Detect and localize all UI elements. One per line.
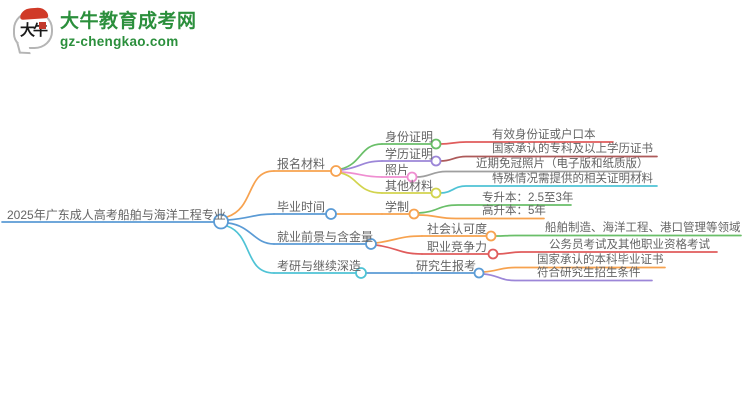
- curve-photo: [340, 171, 383, 178]
- curve-edu-proof: [340, 160, 383, 171]
- root-node-label: 2025年广东成人高考船舶与海洋工程专业: [7, 208, 226, 222]
- leaf-gaoshengben-duration: 高升本：5年: [482, 205, 546, 217]
- site-logo: 大牛 大牛教育成考网 gz-chengkao.com: [13, 7, 197, 55]
- leaf-recognized-diploma: 国家承认的专科及以上学历证书: [492, 143, 653, 155]
- leafline-admission-req: [482, 273, 653, 282]
- leafline-special-materials: [439, 185, 658, 194]
- node-edu-proof: 学历证明: [385, 147, 434, 161]
- leafline-civil-exam: [496, 251, 718, 255]
- leafline-industries: [494, 234, 742, 237]
- node-other-materials: 其他材料: [385, 179, 434, 193]
- leaf-bachelor-cert: 国家承认的本科毕业证书: [537, 254, 664, 266]
- node-circle-competitiveness: [487, 248, 499, 260]
- leaf-special-materials: 特殊情况需提供的相关证明材料: [492, 173, 653, 185]
- leafline-recent-photo: [415, 170, 642, 178]
- node-grad-apply: 研究生报考: [416, 259, 477, 273]
- brand-name: 大牛教育成考网: [60, 11, 197, 32]
- node-circle-edu-proof: [430, 155, 442, 167]
- curve-id-proof: [340, 143, 383, 170]
- node-photo: 照片: [385, 163, 410, 177]
- node-circle-grad-apply: [473, 267, 485, 279]
- node-circle-career: [365, 238, 377, 250]
- brand-domain: gz-chengkao.com: [60, 34, 179, 49]
- node-circle-social-recognition: [485, 230, 497, 242]
- node-id-proof: 身份证明: [385, 130, 434, 144]
- curve-competitiveness: [375, 244, 423, 255]
- branch-curve-graduation: [227, 213, 275, 221]
- logo-text-block: 大牛教育成考网 gz-chengkao.com: [60, 11, 197, 49]
- leafline-valid-id: [439, 141, 614, 145]
- leafline-zhuanshengben: [417, 204, 572, 214]
- node-circle-graduation: [325, 208, 337, 220]
- leaf-admission-req: 符合研究生招生条件: [537, 267, 641, 279]
- leafline-recognized-diploma: [439, 155, 658, 162]
- root-node-circle: [213, 213, 229, 230]
- leaf-civil-exam: 公务员考试及其他职业资格考试: [549, 239, 710, 251]
- node-circle-postgrad: [355, 267, 367, 279]
- node-social-recognition: 社会认可度: [427, 222, 488, 236]
- node-graduation-time: 毕业时间: [277, 200, 326, 214]
- node-competitiveness: 职业竞争力: [427, 240, 488, 254]
- leaf-recent-photo: 近期免冠照片（电子版和纸质版）: [476, 158, 649, 170]
- node-registration-materials: 报名材料: [277, 157, 326, 171]
- leaf-zhuanshengben-duration: 专升本：2.5至3年: [482, 192, 574, 204]
- node-schooling: 学制: [385, 200, 410, 214]
- leafline-bachelor-cert: [482, 266, 666, 273]
- node-career-prospects: 就业前景与含金量: [277, 230, 374, 244]
- branch-curve-career: [227, 222, 275, 245]
- node-postgrad-study: 考研与继续深造: [277, 259, 362, 273]
- curve-social-recognition: [375, 235, 423, 244]
- speech-bubble-icon: 大牛: [13, 7, 53, 55]
- leaf-industries: 船舶制造、海洋工程、港口管理等领域: [545, 222, 741, 234]
- node-circle-photo: [406, 171, 418, 183]
- branch-curve-registration: [226, 170, 275, 218]
- node-circle-schooling: [408, 208, 420, 220]
- curve-other-materials: [340, 172, 383, 194]
- leafline-gaoshengben: [417, 214, 545, 220]
- red-seal-icon: [39, 22, 46, 29]
- node-circle-id-proof: [430, 138, 442, 150]
- branch-curve-postgrad: [226, 225, 275, 274]
- node-circle-other-materials: [430, 187, 442, 199]
- node-circle-registration: [330, 165, 342, 177]
- leaf-valid-id: 有效身份证或户口本: [492, 129, 596, 141]
